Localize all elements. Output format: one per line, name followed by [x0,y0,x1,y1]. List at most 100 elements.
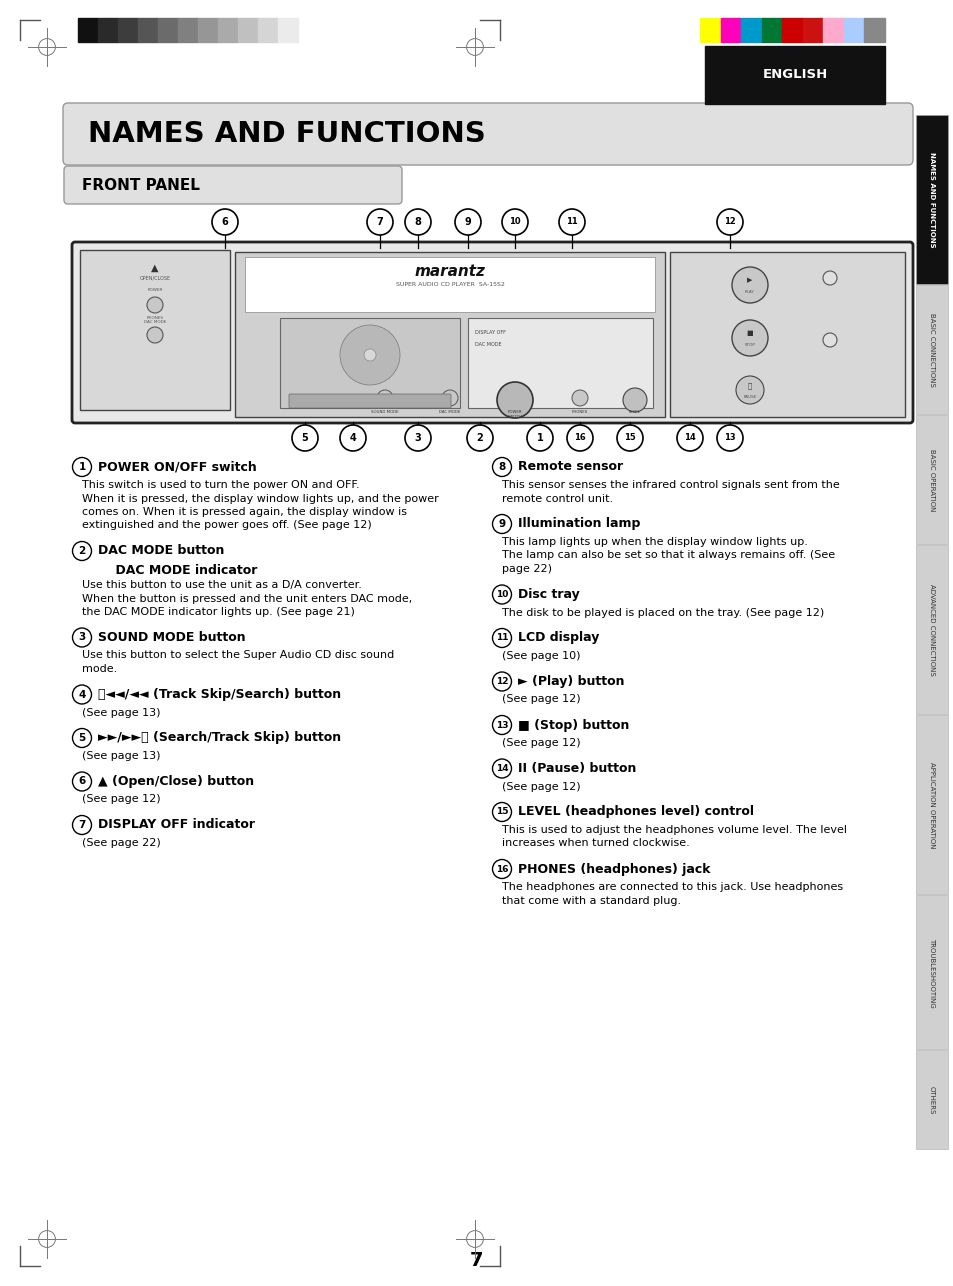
Text: 9: 9 [464,217,471,228]
Text: PLAY: PLAY [744,291,754,294]
Text: 14: 14 [496,764,508,773]
Text: When the button is pressed and the unit enters DAC mode,: When the button is pressed and the unit … [82,594,412,603]
Circle shape [72,815,91,835]
Text: extinguished and the power goes off. (See page 12): extinguished and the power goes off. (Se… [82,521,372,531]
Bar [843,18,863,42]
Circle shape [147,297,163,312]
Text: 13: 13 [496,720,508,729]
Text: 7: 7 [376,217,383,228]
Circle shape [492,759,511,778]
Bar [760,18,781,42]
Text: (See page 10): (See page 10) [501,651,579,661]
Circle shape [455,210,480,235]
Text: (See page 12): (See page 12) [501,694,580,705]
Text: 2: 2 [78,547,86,556]
Bar [234,252,664,417]
Circle shape [626,390,642,406]
Circle shape [367,210,393,235]
Text: 15: 15 [623,433,636,442]
Text: (See page 13): (See page 13) [82,707,160,718]
Bar [700,18,720,42]
Text: BASIC OPERATION: BASIC OPERATION [928,449,934,512]
Bar [78,18,98,42]
Text: that come with a standard plug.: that come with a standard plug. [501,895,680,905]
Circle shape [405,424,431,451]
Bar [98,18,118,42]
Bar [915,285,947,414]
Circle shape [822,333,836,347]
Text: 6: 6 [221,217,228,228]
Circle shape [717,424,742,451]
Bar [468,318,652,408]
Bar [280,318,459,408]
Bar [158,18,178,42]
Circle shape [212,210,237,235]
Bar [237,18,257,42]
Bar [915,545,947,714]
Text: ENGLISH: ENGLISH [761,68,827,81]
Circle shape [492,673,511,691]
Text: (See page 22): (See page 22) [82,838,161,847]
Circle shape [677,424,702,451]
Bar [915,114,947,284]
Circle shape [717,210,742,235]
Text: (See page 12): (See page 12) [82,795,160,805]
Bar [245,257,655,312]
Text: ▲: ▲ [152,264,158,273]
Text: SOUND MODE button: SOUND MODE button [98,631,245,644]
Circle shape [822,271,836,285]
Bar [822,18,843,42]
Circle shape [492,629,511,647]
Text: ▶: ▶ [746,276,752,283]
Circle shape [72,685,91,703]
Text: ■ (Stop) button: ■ (Stop) button [517,719,629,732]
Bar [915,415,947,544]
FancyBboxPatch shape [63,103,912,165]
Text: PAUSE: PAUSE [742,395,756,399]
Text: NAMES AND FUNCTIONS: NAMES AND FUNCTIONS [928,152,934,248]
Circle shape [72,772,91,791]
Text: 2: 2 [476,433,483,442]
Bar [257,18,277,42]
Circle shape [617,424,642,451]
Text: DISPLAY OFF indicator: DISPLAY OFF indicator [98,818,254,832]
Text: PHONES
DAC MODE: PHONES DAC MODE [144,315,166,324]
Text: (See page 13): (See page 13) [82,751,160,761]
Circle shape [405,210,431,235]
Circle shape [492,715,511,734]
Text: 9: 9 [497,520,505,529]
Text: 4: 4 [349,433,356,442]
FancyBboxPatch shape [289,394,451,408]
Text: page 22): page 22) [501,565,552,574]
Circle shape [735,376,763,404]
Text: SUPER AUDIO CD PLAYER  SA-15S2: SUPER AUDIO CD PLAYER SA-15S2 [395,282,504,287]
Circle shape [497,382,533,418]
Circle shape [339,325,399,385]
FancyBboxPatch shape [64,166,401,204]
Text: 4: 4 [78,689,86,700]
Circle shape [492,802,511,822]
Circle shape [492,458,511,477]
Text: 3: 3 [415,433,421,442]
Circle shape [339,424,366,451]
Text: OTHERS: OTHERS [928,1085,934,1114]
Text: When it is pressed, the display window lights up, and the power: When it is pressed, the display window l… [82,494,438,504]
Circle shape [72,458,91,477]
Text: POWER ON/OFF switch: POWER ON/OFF switch [98,460,256,473]
Text: SOUND MODE: SOUND MODE [371,410,398,414]
Text: LEVEL (headphones level) control: LEVEL (headphones level) control [517,805,753,818]
Text: DAC MODE button: DAC MODE button [98,544,224,558]
Text: 1: 1 [536,433,543,442]
Text: ⧀◄◄/◄◄ (Track Skip/Search) button: ⧀◄◄/◄◄ (Track Skip/Search) button [98,688,341,701]
Text: BASIC CONNECTIONS: BASIC CONNECTIONS [928,312,934,387]
Circle shape [292,424,317,451]
Text: APPLICATION OPERATION: APPLICATION OPERATION [928,761,934,849]
Bar [80,249,230,410]
Circle shape [506,390,522,406]
Bar [138,18,158,42]
Text: ⏸: ⏸ [747,383,751,390]
Text: 11: 11 [496,634,508,643]
Circle shape [566,424,593,451]
Circle shape [467,424,493,451]
Text: comes on. When it is pressed again, the display window is: comes on. When it is pressed again, the … [82,507,407,517]
